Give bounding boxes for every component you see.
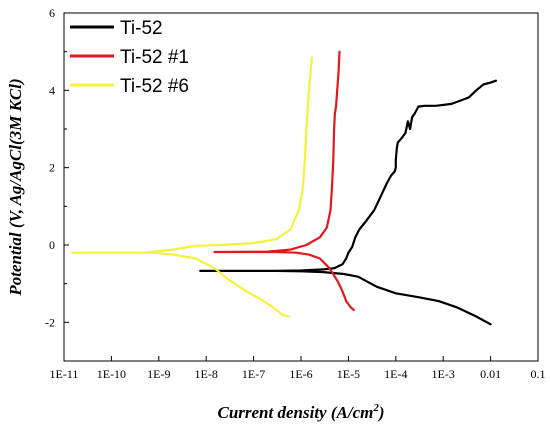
x-tick-label: 1E-11: [50, 367, 79, 381]
x-tick-label: 1E-5: [337, 367, 360, 381]
y-tick-label: 6: [49, 6, 55, 20]
series-line-1: [199, 79, 498, 326]
legend-label-2: Ti-52 #1: [120, 47, 189, 68]
x-axis-ticks: 1E-11 1E-10 1E-9 1E-8 1E-7 1E-6 1E-5 1E-4 1E-3 0.…: [50, 356, 546, 381]
x-axis-label-sup: 2: [372, 402, 379, 414]
x-tick-label: 0.1: [531, 367, 546, 381]
y-tick-label: -2: [45, 315, 55, 329]
x-axis-label: Current density (A/cm2): [217, 402, 384, 422]
legend-label-3: Ti-52 #6: [120, 76, 189, 97]
legend: Ti-52 Ti-52 #1 Ti-52 #6: [70, 18, 189, 97]
x-tick-label: 1E-9: [147, 367, 170, 381]
x-tick-label: 1E-6: [289, 367, 312, 381]
x-axis-label-close: ): [377, 403, 385, 422]
series-layer: [71, 50, 498, 326]
y-tick-label: 4: [49, 83, 55, 97]
legend-label-1: Ti-52: [120, 18, 163, 39]
y-axis-ticks: -2 0 2 4 6: [45, 6, 69, 362]
x-tick-label: 1E-10: [97, 367, 126, 381]
x-tick-label: 1E-3: [432, 367, 455, 381]
x-tick-label: 1E-7: [242, 367, 265, 381]
series-line-3: [71, 56, 313, 318]
y-axis-label: Potential (V, Ag/AgCl(3M KCl): [6, 78, 25, 296]
x-tick-label: 1E-8: [195, 367, 218, 381]
x-tick-label: 1E-4: [384, 367, 407, 381]
series-line-2: [213, 50, 355, 312]
x-tick-label: 0.01: [480, 367, 501, 381]
y-tick-label: 2: [49, 161, 55, 175]
y-tick-label: 0: [49, 238, 55, 252]
